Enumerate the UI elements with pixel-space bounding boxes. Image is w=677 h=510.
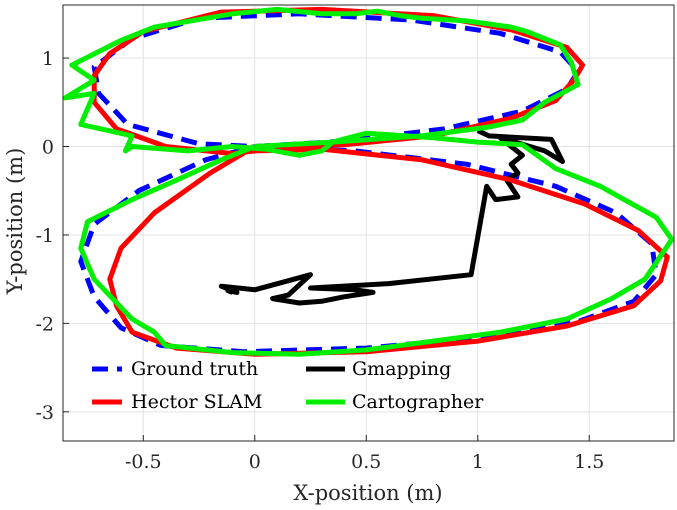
y-tick-label: 1 — [42, 48, 54, 70]
y-axis-label: Y-position (m) — [3, 148, 27, 296]
x-tick-label: 0.5 — [351, 451, 381, 473]
legend: Ground truth Gmapping Hector SLAM Cartog… — [92, 358, 484, 413]
x-tick-label: -0.5 — [125, 451, 162, 473]
legend-label-ground-truth: Ground truth — [131, 358, 258, 380]
x-tick-label: 0 — [249, 451, 261, 473]
series-line-cartographer — [62, 6, 675, 357]
series-layer — [62, 6, 675, 357]
legend-label-gmapping: Gmapping — [352, 358, 451, 380]
legend-label-cartographer: Cartographer — [352, 391, 484, 413]
x-tick-label: 1 — [472, 451, 484, 473]
legend-label-hector-slam: Hector SLAM — [131, 391, 262, 413]
x-tick-label: 1.5 — [574, 451, 604, 473]
y-tick-label: -1 — [35, 225, 54, 247]
y-tick-label: -3 — [35, 402, 54, 424]
y-tick-label: 0 — [42, 137, 54, 159]
y-tick-label: -2 — [35, 313, 54, 335]
ticks: -0.5 0 0.5 1 1.5 -3 -2 -1 0 1 — [35, 48, 604, 473]
axes-box — [62, 4, 675, 442]
series-line-hector-slam — [91, 6, 670, 357]
x-axis-label: X-position (m) — [293, 481, 442, 505]
